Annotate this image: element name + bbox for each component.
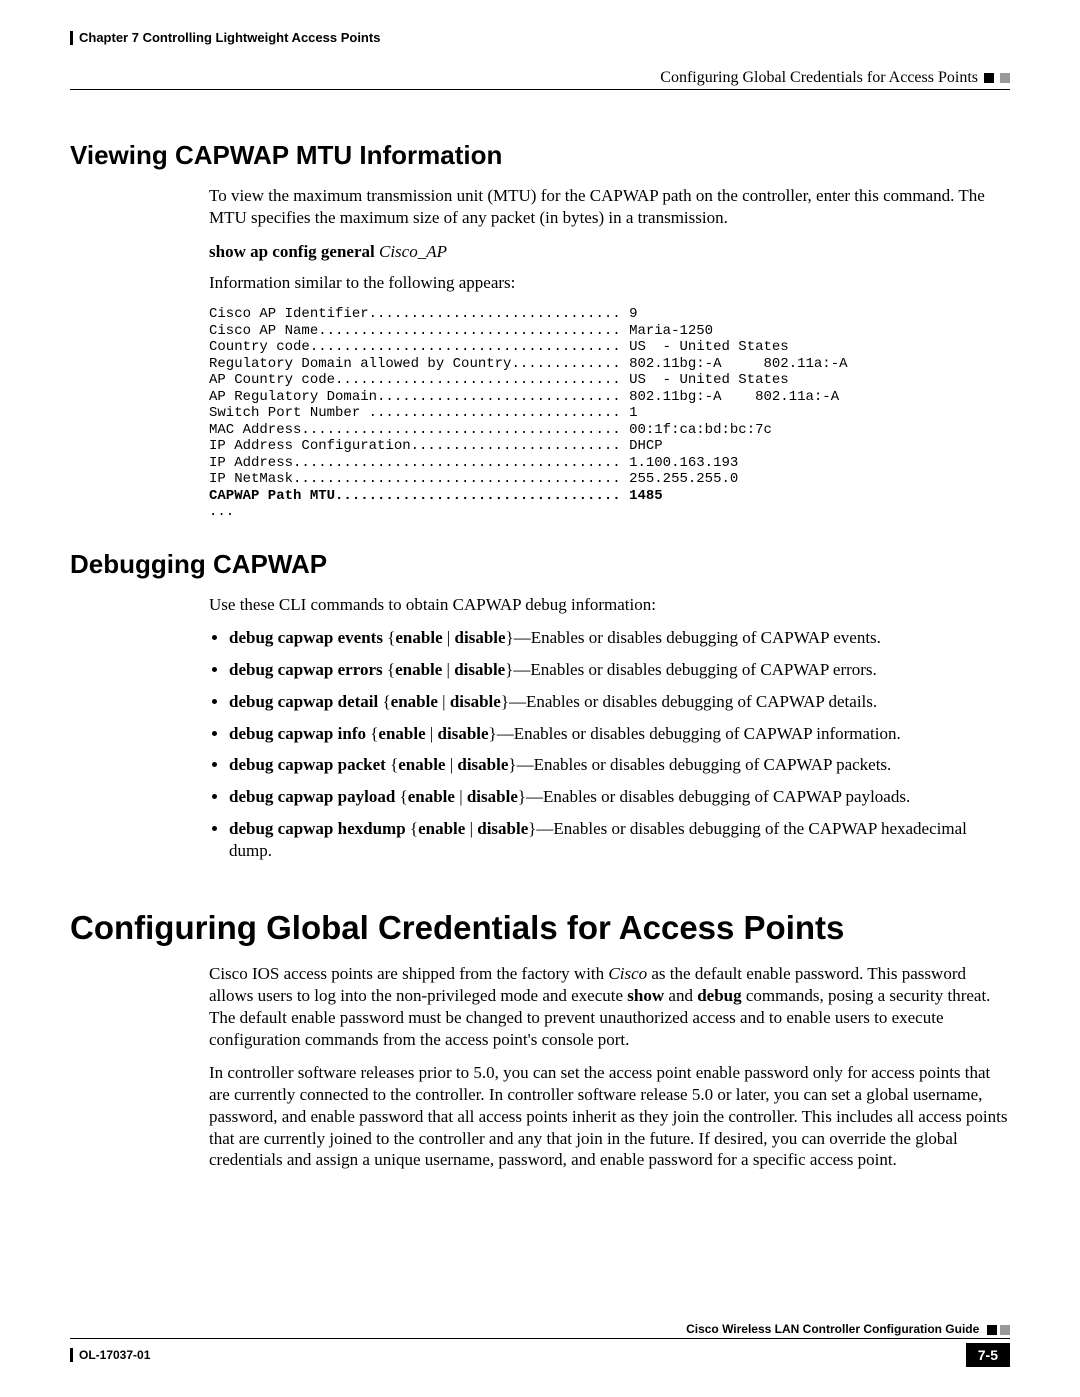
cli-output: Cisco AP Identifier.....................… [209,306,1010,521]
debug-bullet: debug capwap events {enable | disable}—E… [229,627,1010,649]
cli-pre: Cisco AP Identifier.....................… [209,306,848,487]
cli-bold: CAPWAP Path MTU.........................… [209,488,663,504]
chapter-label: Chapter 7 Controlling Lightweight Access… [79,30,380,45]
debug-bullet: debug capwap detail {enable | disable}—E… [229,691,1010,713]
footer: Cisco Wireless LAN Controller Configurat… [70,1322,1010,1367]
footer-square-dark [987,1325,997,1335]
header-right: Configuring Global Credentials for Acces… [660,69,1010,87]
header-left: Chapter 7 Controlling Lightweight Access… [70,30,380,45]
footer-rule [70,1338,1010,1339]
debug-intro: Use these CLI commands to obtain CAPWAP … [209,594,1010,616]
header-square-light [1000,73,1010,83]
debug-bullet: debug capwap errors {enable | disable}—E… [229,659,1010,681]
mtu-intro: To view the maximum transmission unit (M… [209,185,1010,229]
section-label: Configuring Global Credentials for Acces… [660,69,978,87]
cred-p1: Cisco IOS access points are shipped from… [209,963,1010,1050]
footer-guide: Cisco Wireless LAN Controller Configurat… [686,1322,979,1336]
section-heading-debug: Debugging CAPWAP [70,549,1010,580]
cmd-text: show ap config general [209,242,375,261]
cmd-arg: Cisco_AP [379,242,447,261]
footer-doc: OL-17037-01 [79,1348,150,1362]
debug-bullet: debug capwap hexdump {enable | disable}—… [229,818,1010,862]
section-heading-credentials: Configuring Global Credentials for Acces… [70,909,1010,947]
footer-square-light [1000,1325,1010,1335]
footer-bar [70,1348,73,1362]
mtu-command: show ap config general Cisco_AP [209,241,1010,263]
page-number: 7-5 [966,1343,1010,1367]
section-heading-mtu: Viewing CAPWAP MTU Information [70,140,1010,171]
header-rule [70,89,1010,90]
cred-p2: In controller software releases prior to… [209,1062,1010,1171]
debug-bullet: debug capwap info {enable | disable}—Ena… [229,723,1010,745]
debug-bullet: debug capwap packet {enable | disable}—E… [229,754,1010,776]
debug-bullet: debug capwap payload {enable | disable}—… [229,786,1010,808]
cli-post: ... [209,504,234,520]
mtu-follow: Information similar to the following app… [209,272,1010,294]
header-square-dark [984,73,994,83]
debug-bullet-list: debug capwap events {enable | disable}—E… [209,627,1010,861]
header-bar [70,31,73,45]
